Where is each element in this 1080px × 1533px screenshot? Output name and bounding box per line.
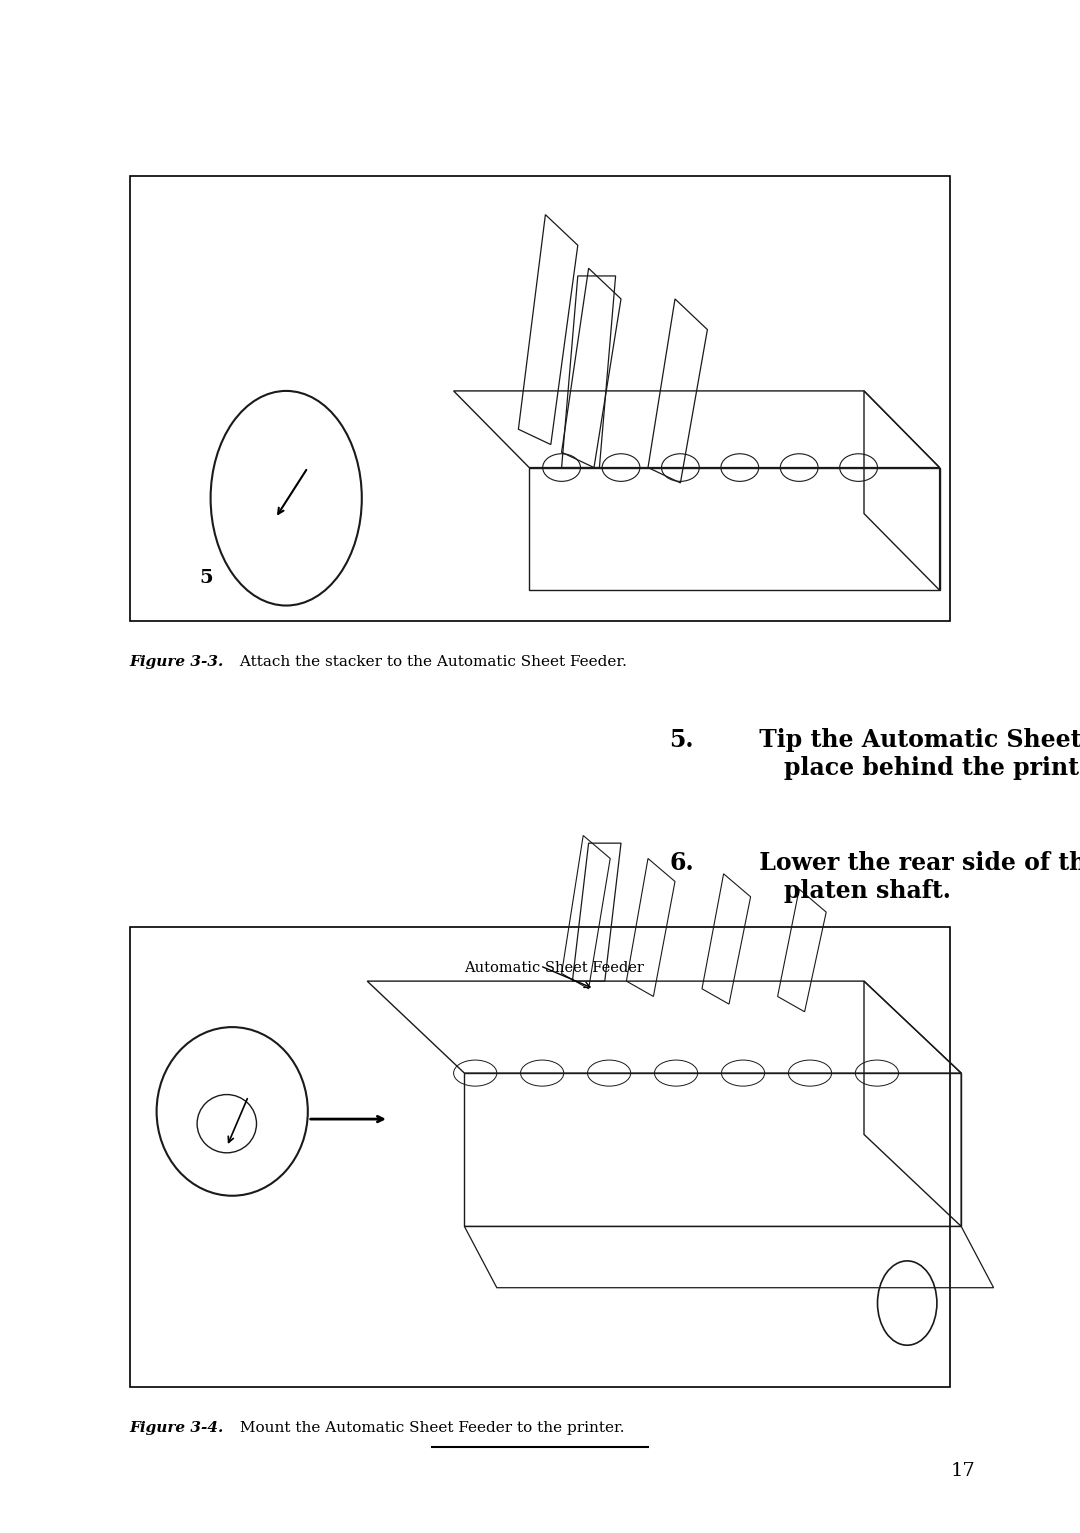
Text: Attach the stacker to the Automatic Sheet Feeder.: Attach the stacker to the Automatic Shee… xyxy=(235,655,627,668)
FancyBboxPatch shape xyxy=(130,176,950,621)
Text: 5.: 5. xyxy=(670,728,694,753)
Text: Lower the rear side of the Automatic Sheet Feeder and attach it to the
    plate: Lower the rear side of the Automatic She… xyxy=(751,851,1080,903)
Text: Automatic Sheet Feeder: Automatic Sheet Feeder xyxy=(464,961,645,975)
Text: Figure 3-4.: Figure 3-4. xyxy=(130,1421,224,1435)
Text: Tip the Automatic Sheet Feeder forward slightly and put the feeder into
    plac: Tip the Automatic Sheet Feeder forward s… xyxy=(751,728,1080,780)
Text: 5: 5 xyxy=(200,569,214,587)
FancyBboxPatch shape xyxy=(130,927,950,1387)
Text: 17: 17 xyxy=(950,1462,975,1481)
Text: Figure 3-3.: Figure 3-3. xyxy=(130,655,224,668)
Text: 6.: 6. xyxy=(670,851,694,875)
Text: Mount the Automatic Sheet Feeder to the printer.: Mount the Automatic Sheet Feeder to the … xyxy=(235,1421,625,1435)
